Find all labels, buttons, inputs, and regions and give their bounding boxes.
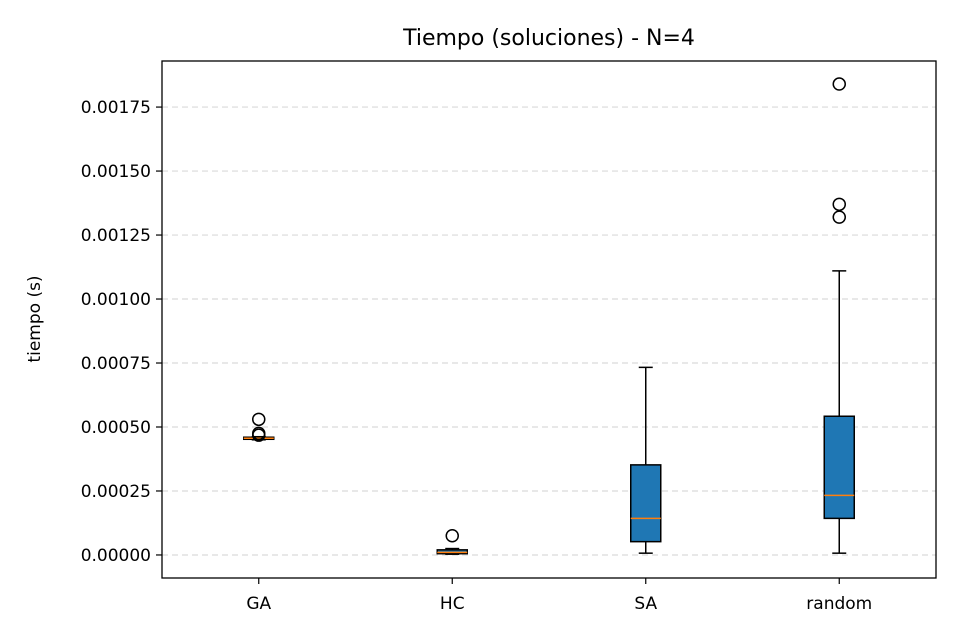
y-tick-label: 0.00050 (81, 418, 151, 438)
plot-frame (161, 60, 937, 579)
y-tick-label: 0.00000 (81, 546, 151, 566)
outlier-point (252, 412, 266, 427)
box-ga (243, 412, 275, 442)
outlier-point (445, 529, 459, 543)
y-tick-label: 0.00175 (81, 98, 151, 118)
ticks-group: 0.00000 0.00025 0.00050 0.00075 0.00100 0.001… (81, 98, 873, 614)
x-tick-label: HC (440, 594, 465, 614)
outlier-point (832, 197, 846, 212)
y-tick-label: 0.00075 (81, 354, 151, 374)
y-tick-label: 0.00100 (81, 290, 151, 310)
box-iqr (630, 464, 662, 543)
box-random (823, 77, 855, 554)
y-tick-label: 0.00125 (81, 226, 151, 246)
box-sa (630, 366, 662, 554)
x-tick-label: SA (634, 594, 657, 614)
y-axis-label: tiempo (s) (25, 275, 45, 362)
x-tick-label: random (806, 594, 872, 614)
y-tick-label: 0.00025 (81, 482, 151, 502)
outlier-point (832, 77, 846, 91)
grid-lines (162, 106, 936, 556)
outlier-point (832, 210, 846, 224)
y-tick-label: 0.00150 (81, 162, 151, 182)
box-iqr (823, 415, 855, 520)
box-hc (436, 529, 468, 555)
outlier-point (252, 428, 266, 442)
boxes-group (243, 77, 855, 555)
chart-title: Tiempo (soluciones) - N=4 (402, 26, 695, 51)
x-tick-label: GA (246, 594, 271, 614)
